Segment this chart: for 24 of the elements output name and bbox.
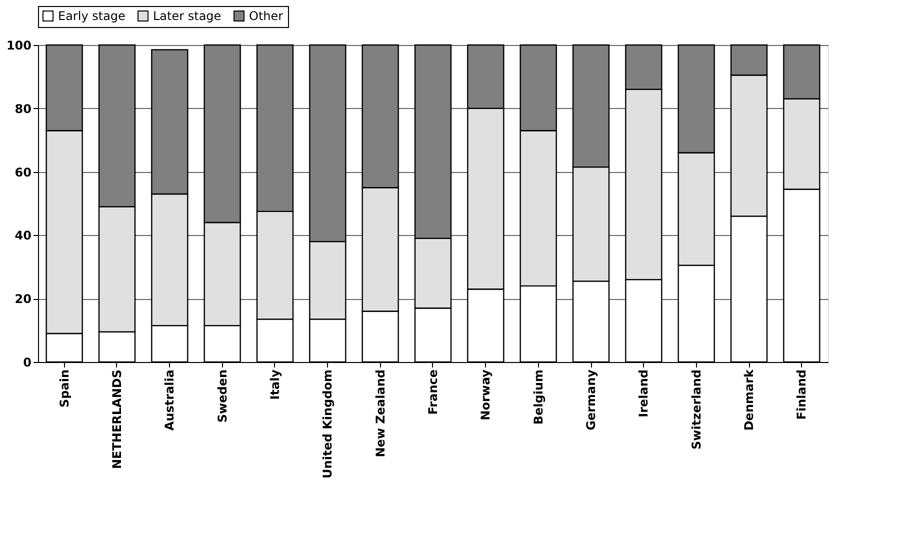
y-tick-label: 0	[23, 356, 32, 370]
x-tick-label: Switzerland	[689, 370, 704, 450]
y-tick-label: 20	[14, 292, 32, 306]
x-tick-label: Spain	[57, 370, 72, 408]
x-tick-label: Finland	[794, 370, 809, 420]
y-tick-label: 40	[14, 228, 32, 243]
x-tick-label: France	[426, 370, 440, 415]
x-tick-label: United Kingdom	[320, 370, 335, 478]
x-tick-label: Belgium	[531, 370, 546, 425]
x-tick-label: Norway	[478, 369, 493, 420]
legend-label: Later stage	[153, 9, 222, 23]
x-tick-label: Ireland	[636, 370, 651, 418]
x-tick-label: Germany	[584, 369, 598, 430]
x-tick-label: Australia	[162, 370, 177, 431]
y-tick-label: 100	[6, 38, 32, 52]
x-tick-label: Italy	[268, 369, 282, 400]
legend-label: Other	[249, 9, 284, 23]
legend-label: Early stage	[58, 9, 126, 23]
x-tick-label: New Zealand	[373, 370, 388, 458]
y-tick-label: 80	[14, 102, 32, 116]
x-tick-label: Sweden	[215, 370, 230, 423]
y-tick-label: 60	[14, 165, 32, 180]
x-tick-label: Denmark	[742, 368, 756, 431]
x-tick-label: NETHERLANDS	[110, 370, 124, 469]
